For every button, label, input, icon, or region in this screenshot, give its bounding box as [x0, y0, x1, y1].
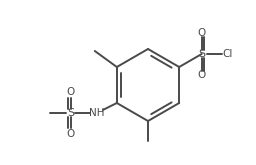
Text: O: O [198, 28, 206, 38]
Text: O: O [198, 70, 206, 80]
Text: O: O [67, 87, 75, 97]
Text: S: S [198, 49, 205, 59]
Text: Cl: Cl [222, 49, 233, 59]
Text: NH: NH [89, 108, 104, 118]
Text: S: S [67, 108, 74, 118]
Text: O: O [67, 129, 75, 139]
